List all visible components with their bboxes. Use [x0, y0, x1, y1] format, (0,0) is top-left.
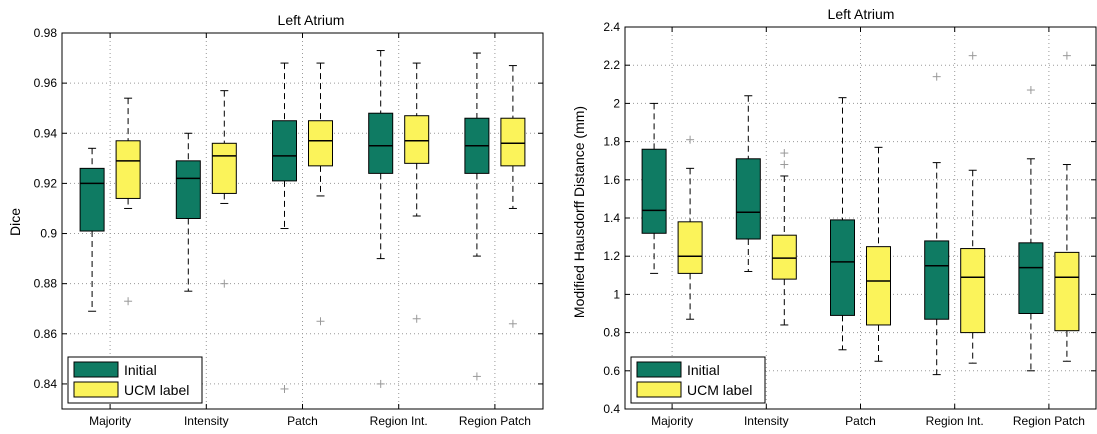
hausdorff-xtick-label-1: Intensity — [744, 414, 789, 428]
hausdorff-legend-label-initial: Initial — [687, 362, 720, 378]
dice-ucm-3-box — [404, 115, 430, 164]
hausdorff-ucm-2-box — [866, 246, 891, 326]
hausdorff-boxplot-chart: Left Atrium Modified Hausdorff Distance … — [571, 6, 1097, 428]
dice-ucm-3-outlier-0 — [412, 314, 421, 323]
dice-ucm-2-outlier-0 — [316, 317, 325, 326]
dice-initial-3-outlier-0 — [376, 379, 385, 388]
hausdorff-ytick-label-3: 1 — [613, 287, 620, 301]
hausdorff-y-axis-label: Modified Hausdorff Distance (mm) — [571, 106, 587, 318]
dice-ucm-4-outlier-0 — [508, 319, 517, 328]
dice-ucm-0-box — [115, 140, 141, 199]
hausdorff-ucm-1-box — [771, 234, 797, 280]
dice-ytick-label-2: 0.88 — [34, 277, 58, 291]
dice-initial-1-box — [175, 160, 201, 219]
dice-ucm-2-box — [308, 120, 333, 167]
hausdorff-ytick-label-10: 2.4 — [603, 20, 620, 34]
hausdorff-axis-frame — [624, 26, 1097, 410]
hausdorff-initial-4-box — [1018, 242, 1044, 314]
hausdorff-ytick-label-0: 0.4 — [603, 402, 620, 416]
dice-xtick-label-4: Region Patch — [459, 414, 531, 428]
hausdorff-legend-swatch-ucm — [636, 381, 682, 398]
dice-axis-frame — [61, 32, 544, 410]
dice-ucm-1-outlier-0 — [220, 279, 229, 288]
hausdorff-ytick-label-2: 0.8 — [603, 326, 620, 340]
hausdorff-ytick-label-9: 2.2 — [603, 58, 620, 72]
dice-chart-title: Left Atrium — [278, 12, 345, 28]
dice-ucm-4-box — [500, 117, 526, 167]
dice-initial-4-outlier-0 — [472, 372, 481, 381]
hausdorff-ytick-label-7: 1.8 — [603, 135, 620, 149]
dice-y-axis-label: Dice — [7, 208, 23, 236]
hausdorff-legend: Initial UCM label — [630, 356, 766, 404]
dice-ucm-0-outlier-0 — [124, 297, 133, 306]
hausdorff-initial-3-outlier-0 — [932, 72, 941, 81]
hausdorff-xtick-label-3: Region Int. — [926, 414, 984, 428]
hausdorff-initial-3-box — [924, 240, 950, 320]
dice-xtick-label-1: Intensity — [184, 414, 229, 428]
dice-ucm-1-box — [211, 142, 237, 194]
hausdorff-ucm-4-box — [1054, 251, 1080, 332]
hausdorff-ytick-label-1: 0.6 — [603, 364, 620, 378]
dice-ytick-label-1: 0.86 — [34, 327, 58, 341]
hausdorff-ytick-label-5: 1.4 — [603, 211, 620, 225]
dice-ytick-label-4: 0.92 — [34, 176, 58, 190]
hausdorff-ucm-4-outlier-0 — [1062, 51, 1071, 60]
hausdorff-ucm-0-box — [677, 221, 703, 274]
dice-ytick-label-5: 0.94 — [34, 126, 58, 140]
hausdorff-xtick-label-0: Majority — [651, 414, 693, 428]
hausdorff-ytick-label-8: 2 — [613, 96, 620, 110]
dice-xtick-label-0: Majority — [89, 414, 131, 428]
hausdorff-initial-2-box — [830, 219, 855, 316]
hausdorff-ytick-label-6: 1.6 — [603, 173, 620, 187]
hausdorff-xtick-label-2: Patch — [845, 414, 876, 428]
dice-legend-swatch-initial — [73, 361, 119, 378]
dice-ytick-label-3: 0.9 — [40, 227, 57, 241]
dice-ytick-label-7: 0.98 — [34, 26, 58, 40]
hausdorff-initial-0-box — [641, 148, 667, 234]
dice-ytick-label-0: 0.84 — [34, 377, 58, 391]
dice-legend: Initial UCM label — [67, 356, 203, 404]
dice-initial-2-box — [272, 120, 297, 182]
dice-legend-swatch-ucm — [73, 381, 119, 398]
hausdorff-ucm-1-outlier-0 — [780, 160, 789, 169]
dice-initial-3-box — [368, 112, 394, 174]
dice-xtick-label-2: Patch — [287, 414, 318, 428]
dice-legend-label-initial: Initial — [124, 362, 157, 378]
dice-xtick-label-3: Region Int. — [370, 414, 428, 428]
dice-legend-label-ucm: UCM label — [124, 382, 189, 398]
hausdorff-xtick-label-4: Region Patch — [1013, 414, 1085, 428]
hausdorff-legend-swatch-initial — [636, 361, 682, 378]
hausdorff-ucm-0-outlier-0 — [686, 135, 695, 144]
hausdorff-chart-title: Left Atrium — [828, 6, 895, 22]
hausdorff-initial-1-box — [735, 158, 761, 240]
hausdorff-ytick-label-4: 1.2 — [603, 249, 620, 263]
dice-ytick-label-6: 0.96 — [34, 76, 58, 90]
hausdorff-legend-label-ucm: UCM label — [687, 382, 752, 398]
dice-boxplot-chart: Left Atrium Dice 0.84 0.86 0.88 0.9 0.92 0.94… — [7, 12, 544, 428]
hausdorff-ucm-3-outlier-0 — [968, 51, 977, 60]
hausdorff-ucm-1-outlier-1 — [780, 149, 789, 158]
dice-initial-0-box — [79, 167, 105, 232]
hausdorff-initial-4-outlier-0 — [1026, 86, 1035, 95]
dice-initial-2-outlier-0 — [280, 384, 289, 393]
hausdorff-ucm-3-box — [960, 248, 986, 334]
